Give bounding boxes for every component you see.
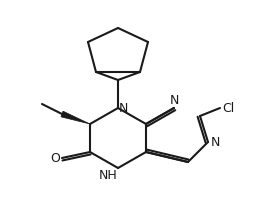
Text: O: O bbox=[50, 151, 60, 165]
Text: Cl: Cl bbox=[222, 102, 234, 115]
Polygon shape bbox=[61, 111, 90, 124]
Text: NH: NH bbox=[98, 169, 117, 182]
Text: N: N bbox=[169, 94, 179, 107]
Text: N: N bbox=[211, 136, 220, 149]
Text: N: N bbox=[119, 102, 128, 115]
